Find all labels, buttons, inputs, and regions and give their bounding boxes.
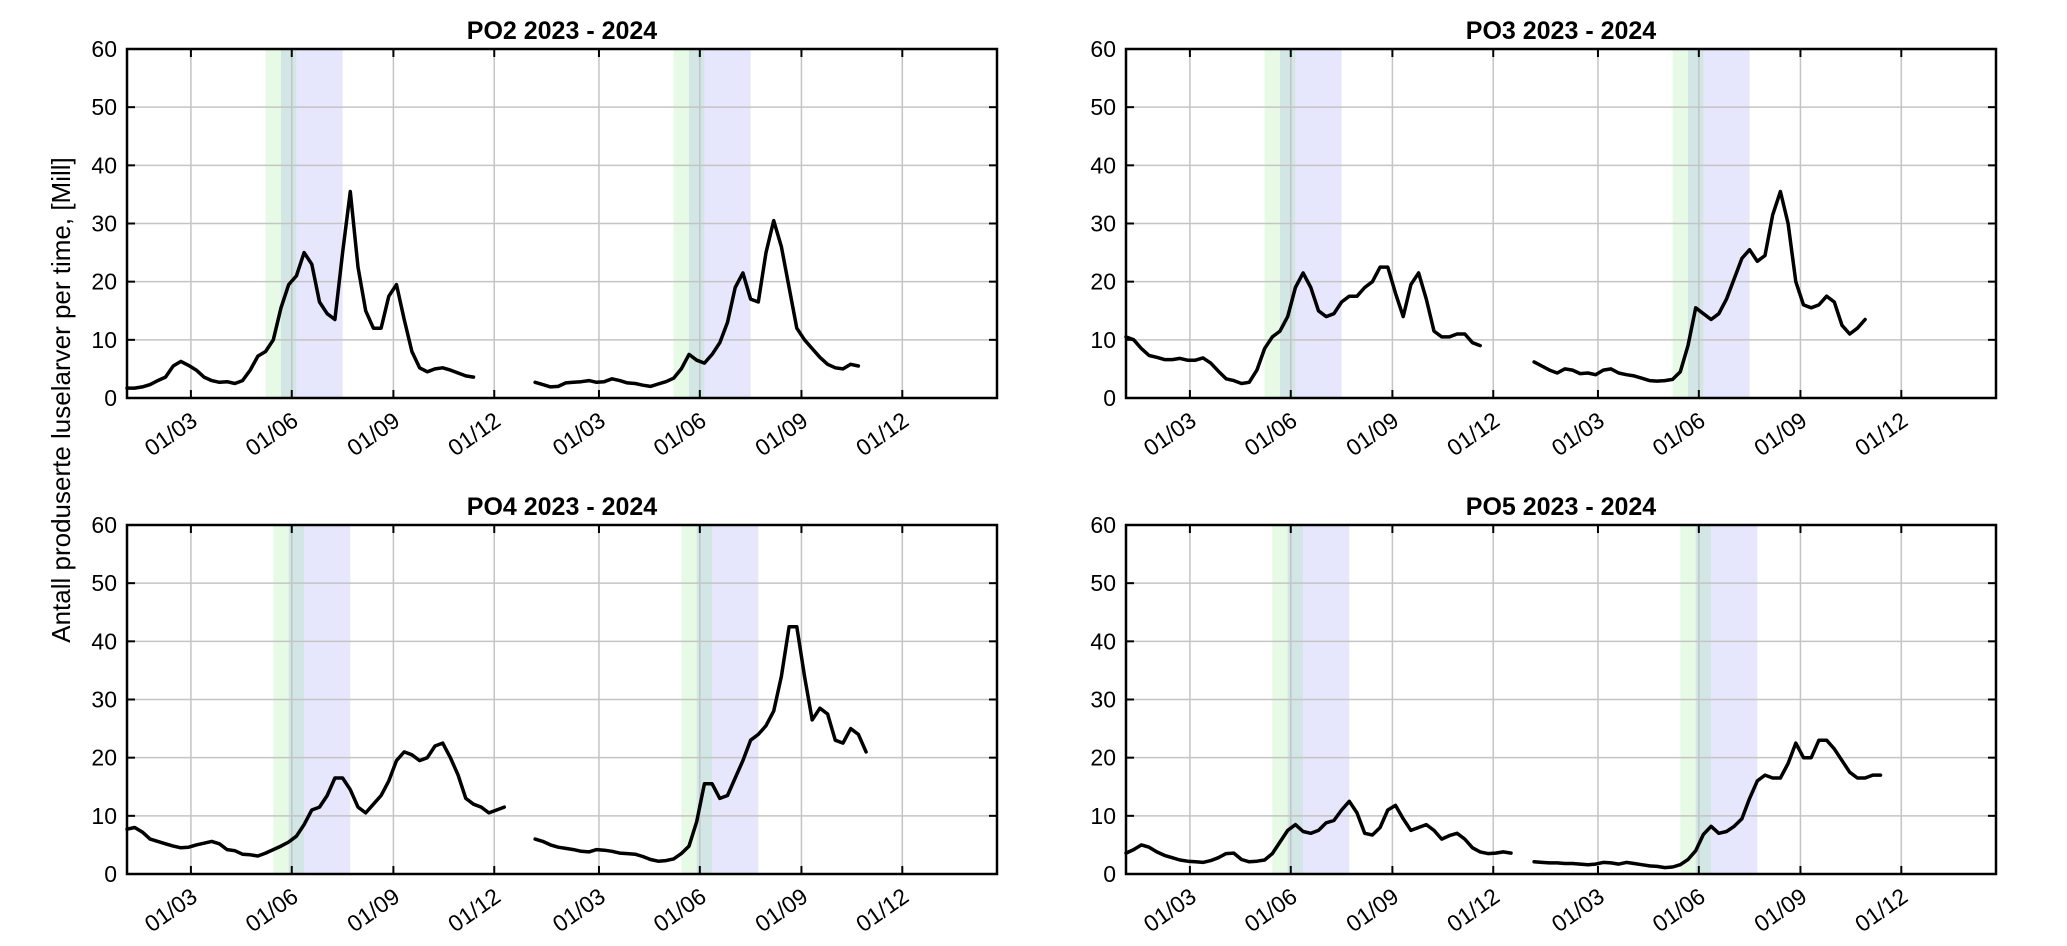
subplot-po3: 0 10 20 30 40 50 60 01/03 01/06 01/09 01/12 01/03 01… <box>1090 17 1998 461</box>
series-line-2023 <box>125 741 507 858</box>
y-tick-label: 0 <box>104 385 117 411</box>
x-tick-label: 01/03 <box>1547 883 1609 937</box>
y-tick-label: 0 <box>1103 861 1116 887</box>
x-tick-label: 01/09 <box>750 883 812 937</box>
x-tick-label: 01/12 <box>1850 883 1912 937</box>
x-tick-label: 01/12 <box>851 883 913 937</box>
chart-title: PO2 2023 - 2024 <box>467 17 658 45</box>
y-tick-label: 30 <box>91 687 117 713</box>
x-tick-label: 01/03 <box>1139 883 1201 937</box>
x-tick-label: 01/09 <box>342 407 404 461</box>
x-tick-label: 01/12 <box>443 883 505 937</box>
series-line-2024 <box>533 625 868 863</box>
x-tick-label: 01/03 <box>548 407 610 461</box>
subplot-po2: 0 10 20 30 40 50 60 01/03 01/06 01/09 01/12 01/03 01… <box>91 17 999 461</box>
x-tick-label: 01/12 <box>1442 407 1504 461</box>
y-tick-label: 60 <box>1090 36 1116 62</box>
subplot-po4: 0 10 20 30 40 50 60 01/03 01/06 01/09 01/12 01/03 01… <box>91 493 999 937</box>
y-tick-label: 50 <box>91 570 117 596</box>
x-tick-label: 01/03 <box>140 883 202 937</box>
x-tick-label: 01/03 <box>548 883 610 937</box>
x-tick-label: 01/03 <box>1547 407 1609 461</box>
y-tick-label: 50 <box>91 94 117 120</box>
y-tick-label: 40 <box>1090 152 1116 178</box>
series-line-2023 <box>125 189 476 390</box>
x-tick-label: 01/12 <box>443 407 505 461</box>
y-tick-label: 60 <box>91 512 117 538</box>
y-tick-label: 30 <box>1090 687 1116 713</box>
series-line-2023 <box>1124 265 1482 386</box>
chart-title: PO3 2023 - 2024 <box>1466 17 1657 45</box>
y-tick-label: 40 <box>91 152 117 178</box>
x-tick-label: 01/06 <box>649 883 711 937</box>
y-tick-label: 30 <box>1090 211 1116 237</box>
axes-frame <box>1124 523 1998 876</box>
series-line-2024 <box>1532 189 1867 383</box>
y-tick-label: 40 <box>1090 628 1116 654</box>
x-tick-label: 01/03 <box>1139 407 1201 461</box>
y-tick-label: 40 <box>91 628 117 654</box>
y-tick-label: 10 <box>1090 803 1116 829</box>
axes-frame <box>125 47 999 400</box>
axes-frame <box>1124 47 1998 400</box>
x-tick-label: 01/09 <box>1749 407 1811 461</box>
y-tick-label: 0 <box>1103 385 1116 411</box>
x-tick-label: 01/09 <box>1749 883 1811 937</box>
y-tick-label: 10 <box>1090 327 1116 353</box>
x-tick-label: 01/06 <box>1240 407 1302 461</box>
x-tick-label: 01/12 <box>851 407 913 461</box>
y-tick-label: 20 <box>1090 745 1116 771</box>
y-tick-label: 0 <box>104 861 117 887</box>
y-tick-label: 50 <box>1090 94 1116 120</box>
y-tick-label: 30 <box>91 211 117 237</box>
x-tick-label: 01/09 <box>1341 883 1403 937</box>
y-tick-label: 20 <box>91 269 117 295</box>
y-tick-label: 50 <box>1090 570 1116 596</box>
y-tick-label: 10 <box>91 327 117 353</box>
y-tick-label: 10 <box>91 803 117 829</box>
series-line-2024 <box>533 218 861 389</box>
y-tick-label: 60 <box>91 36 117 62</box>
axes-frame <box>125 523 999 876</box>
x-tick-label: 01/03 <box>140 407 202 461</box>
x-tick-label: 01/09 <box>1341 407 1403 461</box>
y-tick-label: 60 <box>1090 512 1116 538</box>
x-tick-label: 01/06 <box>1648 883 1710 937</box>
x-tick-label: 01/06 <box>1240 883 1302 937</box>
x-tick-label: 01/09 <box>750 407 812 461</box>
y-tick-label: 20 <box>1090 269 1116 295</box>
x-tick-label: 01/06 <box>241 407 303 461</box>
x-tick-label: 01/12 <box>1442 883 1504 937</box>
y-tick-label: 20 <box>91 745 117 771</box>
series-line-2023 <box>1124 799 1513 865</box>
series-line-2024 <box>1532 738 1883 870</box>
x-tick-label: 01/12 <box>1850 407 1912 461</box>
x-tick-label: 01/06 <box>1648 407 1710 461</box>
y-axis-label: Antall produserte luselarver per time, [… <box>46 157 76 643</box>
chart-title: PO4 2023 - 2024 <box>467 493 658 521</box>
chart-title: PO5 2023 - 2024 <box>1466 493 1657 521</box>
subplot-po5: 0 10 20 30 40 50 60 01/03 01/06 01/09 01/12 01/03 01… <box>1090 493 1998 937</box>
x-tick-label: 01/06 <box>649 407 711 461</box>
x-tick-label: 01/09 <box>342 883 404 937</box>
x-tick-label: 01/06 <box>241 883 303 937</box>
